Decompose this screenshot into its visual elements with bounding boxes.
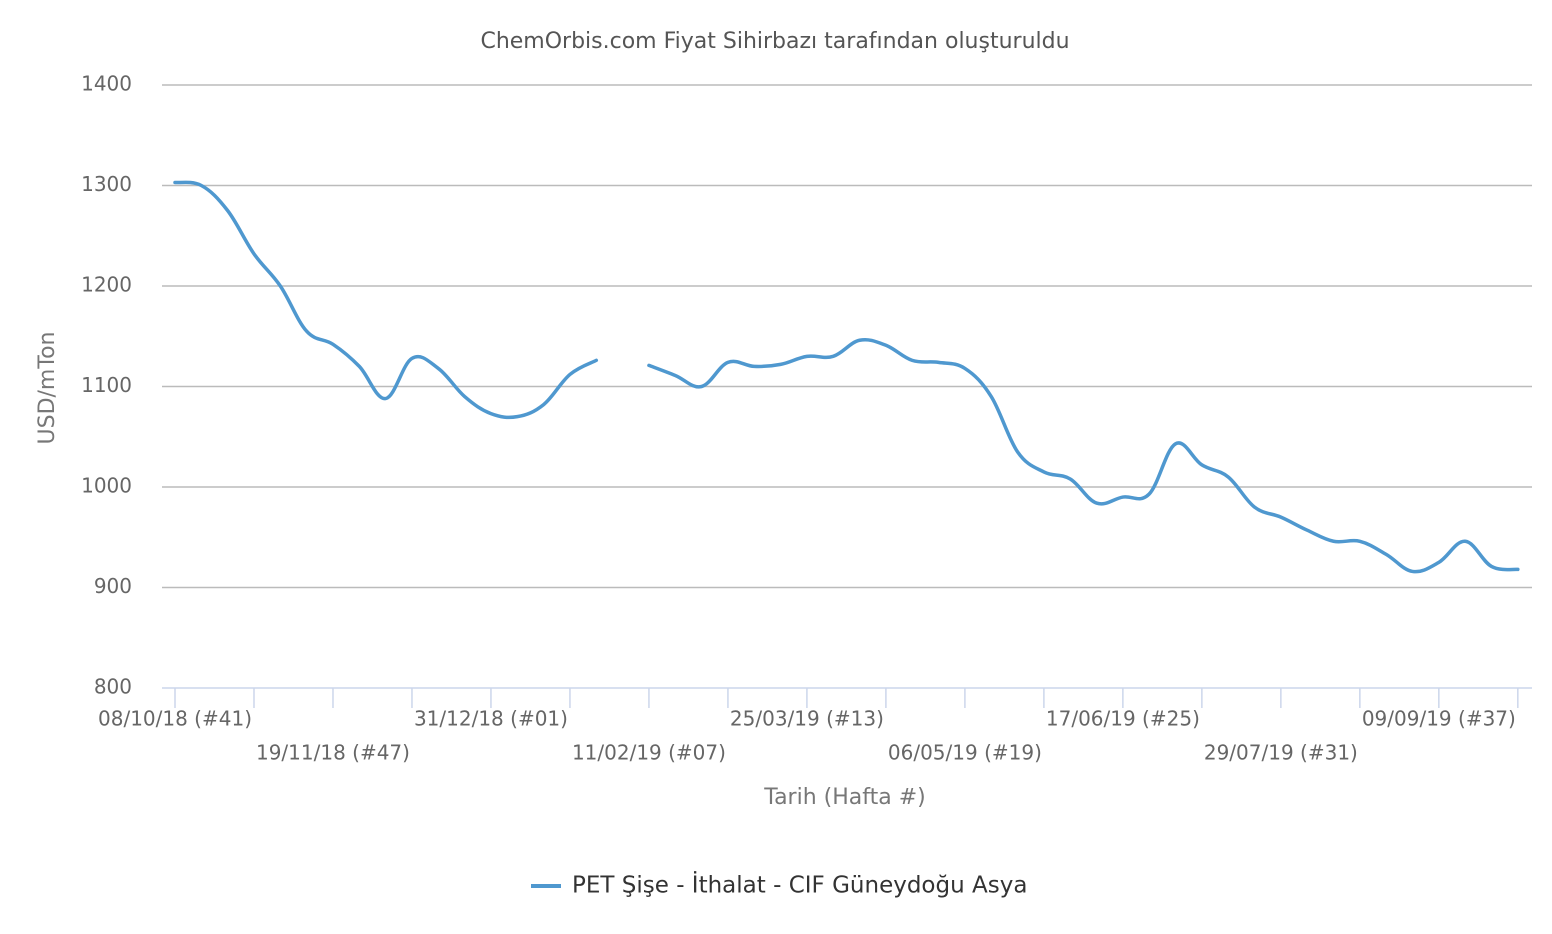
chart-title: ChemOrbis.com Fiyat Sihirbazı tarafından… [480,29,1069,54]
y-tick-label: 1000 [81,474,132,498]
x-axis-label: Tarih (Hafta #) [763,785,925,810]
x-tick-label: 11/02/19 (#07) [572,741,726,765]
x-tick-label: 31/12/18 (#01) [414,707,568,731]
y-tick-label: 1300 [81,172,132,196]
series-line [173,180,1520,574]
x-tick-label: 08/10/18 (#41) [98,707,252,731]
y-tick-label: 1100 [81,373,132,397]
y-tick-label: 1400 [81,72,132,96]
y-tick-label: 1200 [81,273,132,297]
x-tick-label: 06/05/19 (#19) [888,741,1042,765]
x-tick-label: 25/03/19 (#13) [730,707,884,731]
x-tick-label: 29/07/19 (#31) [1204,741,1358,765]
y-tick-label: 900 [94,574,132,598]
x-tick-label: 17/06/19 (#25) [1046,707,1200,731]
y-axis-label: USD/mTon [35,332,60,445]
legend-label: PET Şişe - İthalat - CIF Güneydoğu Asya [572,871,1027,899]
y-tick-label: 800 [94,675,132,699]
x-tick-label: 09/09/19 (#37) [1362,707,1516,731]
x-tick-label: 19/11/18 (#47) [256,741,410,765]
